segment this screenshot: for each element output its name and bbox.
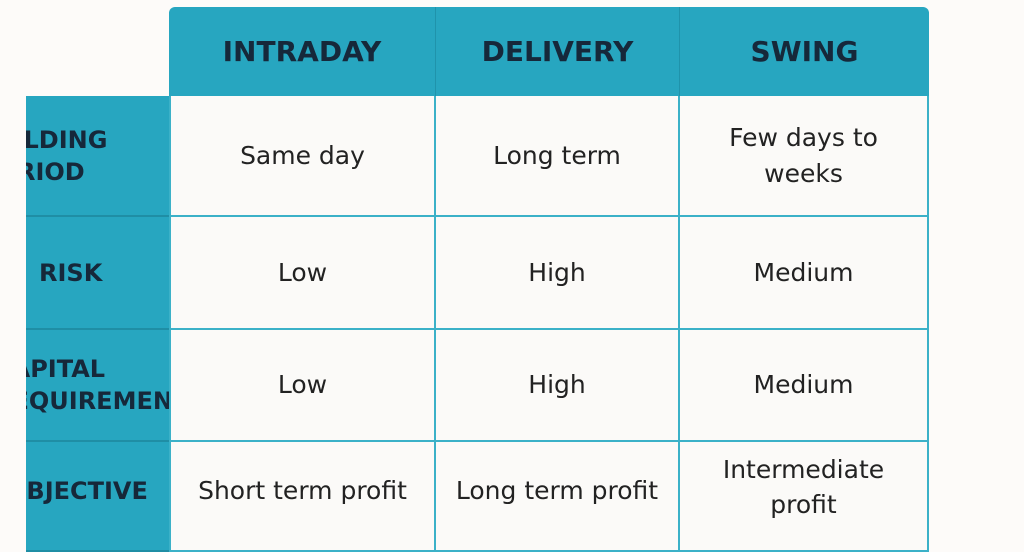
row-label-holding-period: HOLDING PERIOD xyxy=(26,96,169,217)
column-header-intraday: INTRADAY xyxy=(169,7,436,96)
cell-swing-risk: Medium xyxy=(680,217,929,330)
cell-intraday-capital: Low xyxy=(169,330,436,442)
column-header-delivery: DELIVERY xyxy=(436,7,680,96)
cell-delivery-holding-period: Long term xyxy=(436,96,680,217)
row-label-capital-requirement: CAPITAL REQUIREMENT xyxy=(26,330,169,442)
cell-intraday-risk: Low xyxy=(169,217,436,330)
column-header-swing: SWING xyxy=(680,7,929,96)
cell-delivery-risk: High xyxy=(436,217,680,330)
row-label-risk: RISK xyxy=(26,217,169,330)
row-label-text: OBJECTIVE xyxy=(26,475,148,507)
row-label-text: HOLDING PERIOD xyxy=(26,124,133,188)
cell-delivery-capital: High xyxy=(436,330,680,442)
cell-swing-holding-period: Few days to weeks xyxy=(680,96,929,217)
cell-intraday-holding-period: Same day xyxy=(169,96,436,217)
row-label-text: RISK xyxy=(39,257,102,289)
cell-swing-capital: Medium xyxy=(680,330,929,442)
row-label-text: CAPITAL REQUIREMENT xyxy=(26,353,169,417)
